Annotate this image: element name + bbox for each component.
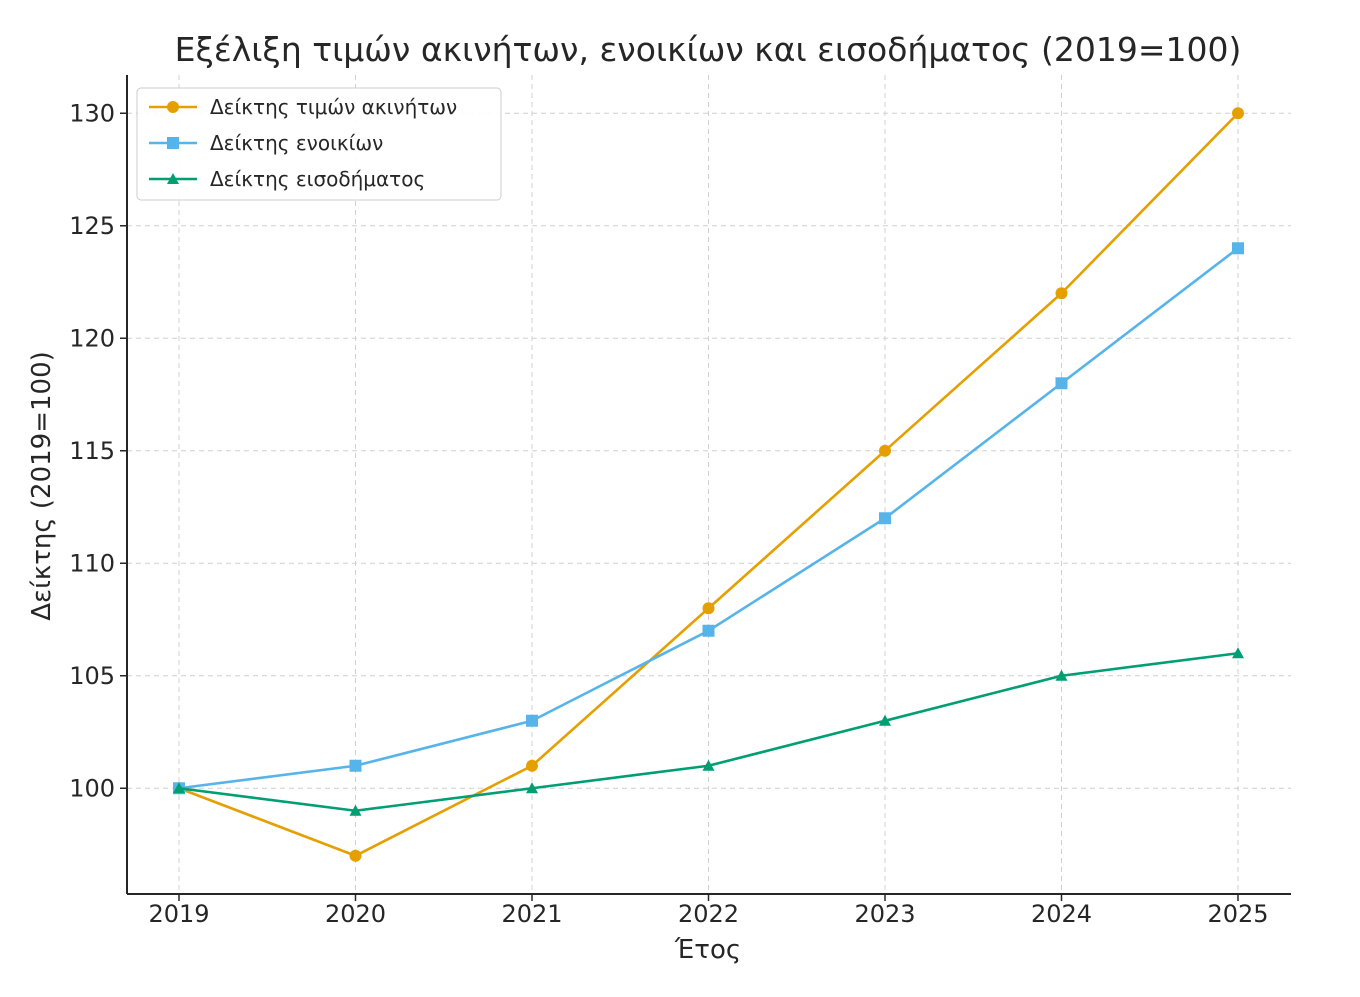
series-1-point: [1055, 287, 1068, 300]
x-tick-label: 2024: [1031, 900, 1092, 928]
series-3-point: [1055, 669, 1068, 681]
x-tick-label: 2021: [501, 900, 562, 928]
series-3-point: [879, 714, 891, 726]
y-tick-label: 105: [69, 662, 115, 690]
tick-layer: 2019 2020 2021 2022 2023 2024 2025 100 105 110 115…: [69, 99, 1268, 928]
legend-swatch-marker: [167, 173, 179, 184]
y-axis-label: Δείκτης (2019=100): [27, 351, 57, 620]
series-2-point: [879, 512, 891, 525]
series-2-point: [1232, 242, 1244, 255]
series-2-point: [702, 624, 715, 637]
series-1-point: [1232, 107, 1244, 120]
y-tick-label: 130: [69, 99, 115, 127]
series-3-point: [702, 759, 715, 771]
chart-title: Εξέλιξη τιμών ακινήτων, ενοικίων και εισ…: [175, 30, 1242, 69]
legend-entry-label: Δείκτης εισοδήματος: [210, 167, 425, 191]
series-1-point: [349, 849, 362, 862]
legend-swatch-marker: [167, 101, 179, 113]
y-tick-label: 120: [69, 324, 115, 352]
x-tick-label: 2022: [678, 900, 739, 928]
series-2-point: [1055, 377, 1068, 390]
series-2-point: [349, 759, 362, 772]
series-3-group: [173, 647, 1244, 816]
series-1-point: [702, 602, 715, 615]
legend-box: [136, 87, 502, 201]
series-1-point: [879, 444, 891, 457]
series-3-point: [526, 782, 538, 794]
y-tick-label: 115: [69, 437, 115, 465]
y-tick-label: 100: [69, 774, 115, 802]
series-3-point: [1232, 647, 1244, 659]
x-axis-label: Έτος: [674, 935, 741, 965]
series-1-point: [526, 759, 538, 772]
legend-entry-label: Δείκτης τιμών ακινήτων: [210, 95, 457, 119]
series-3-point: [173, 782, 185, 794]
legend-swatch-marker: [167, 137, 179, 149]
series-3-point: [349, 804, 362, 816]
legend-entry-label: Δείκτης ενοικίων: [210, 131, 383, 155]
y-tick-label: 125: [69, 212, 115, 240]
series-2-point: [526, 714, 538, 727]
grid-layer: [127, 75, 1291, 894]
y-tick-label: 110: [69, 549, 115, 577]
x-tick-label: 2025: [1207, 900, 1268, 928]
x-tick-label: 2023: [854, 900, 915, 928]
legend: Δείκτης τιμών ακινήτων Δείκτης ενοικίων Δε…: [136, 87, 502, 201]
x-tick-label: 2020: [325, 900, 386, 928]
x-tick-label: 2019: [148, 900, 209, 928]
series-layer: [173, 107, 1244, 862]
series-1-group: [173, 107, 1244, 862]
